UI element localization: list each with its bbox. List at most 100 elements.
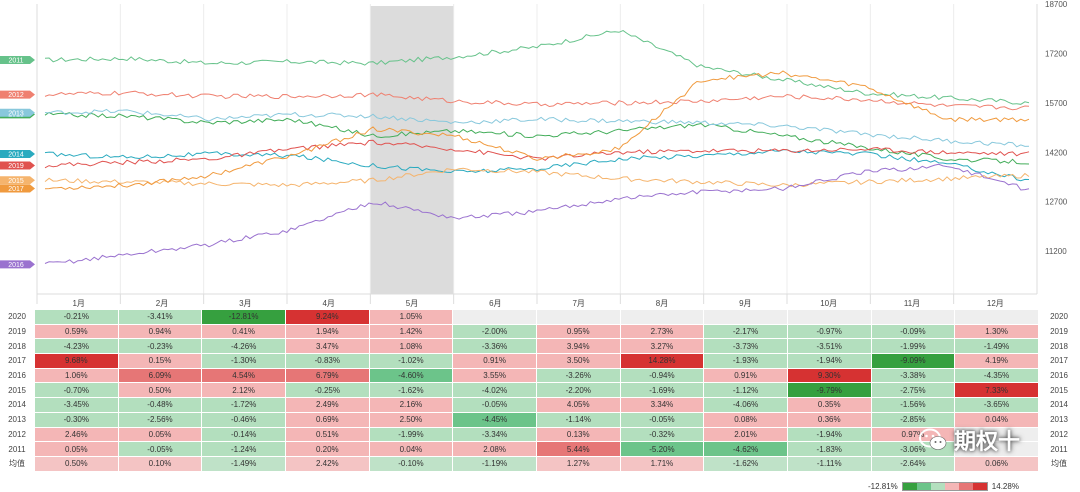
series-tag-2017: [0, 184, 35, 193]
wechat-icon: [919, 428, 947, 450]
table-cell: -1.93%: [703, 353, 788, 369]
y-tick-label: 14200: [1045, 148, 1068, 157]
table-cell: -0.14%: [201, 427, 286, 443]
table-cell: -1.99%: [369, 427, 454, 443]
row-year-label-right: 2013: [1038, 412, 1080, 428]
table-cell: -9.79%: [787, 382, 872, 399]
table-cell: -3.45%: [34, 397, 119, 413]
table-cell: -2.17%: [703, 324, 788, 340]
series-line-2013: [44, 111, 1030, 165]
table-row: 2020 -0.21% -3.41% -12.81% 9.24% 1.05% 2020: [0, 310, 1080, 325]
legend-max-label: 14.28%: [991, 481, 1019, 491]
legend-swatch: [916, 482, 931, 490]
series-tag-label: 2019: [8, 163, 24, 170]
table-cell: 1.30%: [954, 324, 1039, 340]
table-cell: 0.10%: [118, 456, 203, 472]
series-line-2012: [44, 90, 1030, 111]
table-cell: 2.08%: [452, 441, 537, 457]
table-row: 2018 -4.23% -0.23% -4.26% 3.47% 1.08% -3.36% 3.…: [0, 338, 1080, 355]
table-cell: -4.45%: [452, 412, 537, 428]
x-tick-label: 6月: [489, 299, 501, 308]
table-cell: -4.06%: [703, 397, 788, 413]
table-row: 2019 0.59% 0.94% 0.41% 1.94% 1.42% -2.00% 0.95%…: [0, 324, 1080, 340]
x-tick-label: 5月: [406, 299, 418, 308]
series-tag-2013: [0, 108, 35, 117]
table-cell: -1.30%: [201, 353, 286, 369]
table-cell: [871, 310, 956, 325]
table-cell: -0.05%: [118, 441, 203, 457]
legend-swatches: [901, 481, 988, 491]
table-cell: -1.49%: [954, 338, 1039, 355]
table-row: 2014 -3.45% -0.48% -1.72% 2.49% 2.16% -0.05% 4.…: [0, 397, 1080, 413]
table-cell: 0.04%: [369, 441, 454, 457]
table-cell: 4.19%: [954, 353, 1039, 369]
table-cell: -1.69%: [620, 382, 705, 399]
table-cell: [954, 441, 1039, 457]
row-year-label: 2018: [0, 338, 35, 355]
table-cell: -1.56%: [871, 397, 956, 413]
series-line-2011: [44, 30, 1030, 105]
series-tag-label: 2012: [8, 92, 24, 99]
table-cell: -2.75%: [871, 382, 956, 399]
row-year-label-right: 2014: [1038, 397, 1080, 413]
row-year-label: 2014: [0, 397, 35, 413]
row-year-label-right: 2016: [1038, 368, 1080, 384]
row-year-label-right: 2015: [1038, 382, 1080, 399]
table-cell: 4.54%: [201, 368, 286, 384]
table-cell: 0.69%: [285, 412, 370, 428]
table-cell: -2.64%: [871, 456, 956, 472]
table-cell: 3.27%: [620, 338, 705, 355]
table-cell: 0.91%: [452, 353, 537, 369]
table-cell: 0.51%: [285, 427, 370, 443]
table-cell: 0.05%: [34, 441, 119, 457]
table-cell: 0.91%: [703, 368, 788, 384]
table-cell: 0.35%: [787, 397, 872, 413]
series-tag-label: 2011: [8, 58, 23, 65]
monthly-returns-table: 2020 -0.21% -3.41% -12.81% 9.24% 1.05% 2020 201…: [0, 310, 1080, 472]
table-cell: -1.62%: [369, 382, 454, 399]
series-line-2019: [44, 139, 1030, 169]
row-year-label-right: 2020: [1038, 310, 1080, 325]
table-cell: -3.38%: [871, 368, 956, 384]
table-cell: -5.20%: [620, 441, 705, 457]
table-cell: -3.41%: [118, 310, 203, 325]
table-cell: [452, 310, 537, 325]
table-cell: 4.05%: [536, 397, 621, 413]
table-cell: -1.14%: [536, 412, 621, 428]
table-cell: -0.83%: [285, 353, 370, 369]
table-cell: -1.24%: [201, 441, 286, 457]
x-tick-label: 4月: [322, 299, 334, 308]
row-year-label-right: 2019: [1038, 324, 1080, 340]
table-row: 2017 9.68% 0.15% -1.30% -0.83% -1.02% 0.91% 3.5…: [0, 353, 1080, 369]
table-cell: 7.33%: [954, 382, 1039, 399]
table-cell: 0.13%: [536, 427, 621, 443]
legend-swatch: [972, 482, 987, 490]
table-cell: 2.50%: [369, 412, 454, 428]
table-row: 2011 0.05% -0.05% -1.24% 0.20% 0.04% 2.08% 5.44…: [0, 441, 1080, 457]
table-cell: -0.30%: [34, 412, 119, 428]
table-cell: 0.59%: [34, 324, 119, 340]
table-cell: -0.05%: [452, 397, 537, 413]
row-year-label-right: 2017: [1038, 353, 1080, 369]
table-cell: -4.62%: [703, 441, 788, 457]
table-cell: -9.09%: [871, 353, 956, 369]
series-line-2013: [44, 108, 1030, 148]
table-cell: 1.05%: [369, 310, 454, 325]
table-cell: -0.23%: [118, 338, 203, 355]
x-tick-label: 8月: [656, 299, 668, 308]
table-cell: 9.24%: [285, 310, 370, 325]
table-cell: 0.04%: [954, 412, 1039, 428]
table-cell: -4.26%: [201, 338, 286, 355]
legend-swatch: [958, 482, 973, 490]
row-year-label: 2017: [0, 353, 35, 369]
table-cell: -1.62%: [703, 456, 788, 472]
table-cell: 9.68%: [34, 353, 119, 369]
table-cell: 3.47%: [285, 338, 370, 355]
table-cell: [954, 427, 1039, 443]
series-tag-label: 2014: [8, 151, 24, 158]
watermark: 期权十: [918, 424, 1020, 456]
row-year-label: 2019: [0, 324, 35, 340]
table-cell: -4.60%: [369, 368, 454, 384]
legend-swatch: [902, 482, 917, 490]
table-cell: [703, 310, 788, 325]
